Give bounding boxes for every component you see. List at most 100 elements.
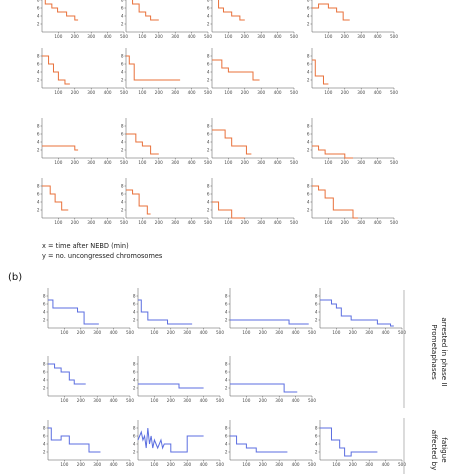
- x-tick-label: 300: [183, 462, 191, 467]
- subplot-12: 2 4 6 8 100 200 300 400 500: [307, 118, 398, 165]
- y-tick-label: 8: [37, 54, 40, 59]
- subplot-26: 2 4 6 8 100 200 300 400 500: [225, 420, 316, 467]
- axes: [125, 118, 208, 159]
- y-tick-label: 2: [133, 318, 136, 323]
- y-tick-label: 6: [315, 434, 318, 439]
- x-tick-label: 500: [398, 462, 406, 467]
- side-label-arrested: arrested in phase II: [440, 317, 449, 386]
- y-tick-label: 8: [225, 294, 228, 299]
- axes: [137, 356, 220, 397]
- x-tick-label: 200: [77, 398, 85, 403]
- x-tick-label: 500: [390, 34, 398, 39]
- x-tick-label: 100: [324, 34, 332, 39]
- subplot-24: 2 4 6 8 100 200 300 400 500: [43, 420, 134, 467]
- y-tick-label: 4: [307, 200, 310, 205]
- x-tick-label: 100: [242, 462, 250, 467]
- subplot-2: 2 4 6 8 100 200 300 400 500: [121, 0, 212, 39]
- subplot-8: 2 4 6 8 100 200 300 400 500: [307, 48, 398, 95]
- y-tick-label: 8: [225, 362, 228, 367]
- x-tick-label: 200: [259, 462, 267, 467]
- y-tick-label: 4: [207, 200, 210, 205]
- x-tick-label: 500: [290, 34, 298, 39]
- x-tick-label: 300: [171, 220, 179, 225]
- series-line: [48, 427, 101, 453]
- series-line: [138, 299, 193, 325]
- y-tick-label: 4: [133, 378, 136, 383]
- x-tick-label: 200: [71, 90, 79, 95]
- x-tick-label: 100: [332, 462, 340, 467]
- axes: [41, 178, 124, 219]
- subplot-11: 2 4 6 8 100 200 300 400 500: [207, 118, 298, 165]
- y-tick-label: 2: [225, 318, 228, 323]
- y-tick-label: 6: [133, 302, 136, 307]
- x-tick-label: 300: [87, 220, 95, 225]
- y-tick-label: 4: [225, 310, 228, 315]
- series-line: [320, 427, 378, 457]
- x-tick-label: 100: [324, 90, 332, 95]
- x-tick-label: 200: [341, 34, 349, 39]
- x-tick-label: 300: [365, 462, 373, 467]
- subplot-6: 2 4 6 8 100 200 300 400 500: [121, 48, 212, 95]
- series-line: [212, 59, 260, 81]
- side-label-fatigue: fatigue: [440, 437, 449, 463]
- series-line: [48, 363, 86, 385]
- y-tick-label: 8: [315, 294, 318, 299]
- y-tick-label: 2: [37, 148, 40, 153]
- y-tick-label: 8: [37, 184, 40, 189]
- side-label-prometaphases: Prometaphases: [430, 324, 439, 380]
- y-tick-label: 2: [121, 208, 124, 213]
- y-tick-label: 8: [207, 184, 210, 189]
- x-tick-label: 400: [274, 34, 282, 39]
- y-tick-label: 4: [37, 14, 40, 19]
- x-tick-label: 100: [332, 330, 340, 335]
- x-tick-label: 400: [104, 160, 112, 165]
- y-tick-label: 8: [133, 426, 136, 431]
- subplot-7: 2 4 6 8 100 200 300 400 500: [207, 48, 298, 95]
- x-tick-label: 200: [241, 160, 249, 165]
- x-tick-label: 100: [54, 220, 62, 225]
- y-tick-label: 2: [207, 148, 210, 153]
- x-tick-label: 300: [275, 462, 283, 467]
- series-line: [320, 299, 394, 327]
- subplot-14: 2 4 6 8 100 200 300 400 500: [121, 178, 212, 225]
- y-tick-label: 4: [307, 70, 310, 75]
- x-tick-label: 100: [60, 398, 68, 403]
- subplot-19: 2 4 6 8 100 200 300 400 500: [225, 288, 316, 335]
- y-tick-label: 8: [37, 124, 40, 129]
- y-tick-label: 2: [43, 318, 46, 323]
- y-tick-label: 8: [207, 0, 210, 3]
- series-line: [42, 145, 79, 151]
- y-tick-label: 4: [43, 442, 46, 447]
- y-tick-label: 8: [43, 362, 46, 367]
- axes: [229, 288, 312, 329]
- x-tick-label: 500: [308, 398, 316, 403]
- x-tick-label: 500: [390, 160, 398, 165]
- x-tick-label: 200: [71, 160, 79, 165]
- axes: [211, 178, 294, 219]
- y-tick-label: 6: [207, 132, 210, 137]
- x-tick-label: 200: [341, 220, 349, 225]
- x-tick-label: 300: [357, 220, 365, 225]
- y-tick-label: 4: [121, 200, 124, 205]
- x-tick-label: 200: [349, 462, 357, 467]
- y-tick-label: 4: [207, 70, 210, 75]
- y-tick-label: 6: [207, 62, 210, 67]
- series-line: [48, 299, 99, 325]
- y-tick-label: 8: [37, 0, 40, 3]
- x-tick-label: 200: [77, 330, 85, 335]
- x-tick-label: 100: [224, 34, 232, 39]
- axes: [137, 420, 220, 461]
- x-tick-label: 400: [274, 160, 282, 165]
- x-tick-label: 400: [104, 90, 112, 95]
- y-tick-label: 4: [133, 310, 136, 315]
- subplot-13: 2 4 6 8 100 200 300 400 500: [37, 178, 128, 225]
- subplot-15: 2 4 6 8 100 200 300 400 500: [207, 178, 298, 225]
- y-tick-label: 2: [225, 450, 228, 455]
- y-tick-label: 6: [307, 62, 310, 67]
- y-tick-label: 6: [121, 192, 124, 197]
- x-tick-label: 500: [126, 462, 134, 467]
- x-tick-label: 300: [275, 398, 283, 403]
- y-tick-label: 2: [133, 386, 136, 391]
- y-tick-label: 4: [207, 140, 210, 145]
- x-tick-label: 400: [292, 462, 300, 467]
